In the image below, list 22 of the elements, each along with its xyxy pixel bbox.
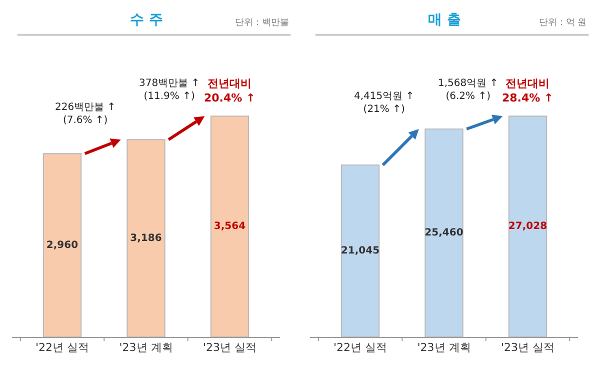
text: 378백만불 ↑ (11.9% ↑) [139, 78, 200, 102]
text: 전년대비 28.4% ↑ [502, 77, 554, 104]
data-label: 2,960 [46, 240, 78, 251]
x-tick-label: '22년 실적 [35, 341, 90, 354]
data-label: 25,460 [424, 227, 464, 238]
x-tick-label: '23년 계획 [417, 341, 471, 354]
text: 1,568억원 ↑ (6.2% ↑) [438, 78, 498, 102]
data-label: 3,564 [214, 221, 246, 232]
annotation: 226백만불 ↑ (7.6% ↑) [55, 102, 116, 126]
x-tick-label: '23년 실적 [500, 341, 555, 354]
chart-title: 매 출 [428, 12, 461, 28]
data-label: 3,186 [130, 232, 162, 244]
x-tick-label: '23년 실적 [202, 341, 257, 354]
chart-title: 수 주 [130, 12, 163, 28]
x-tick-label: '23년 계획 [119, 341, 173, 354]
chart-subtitle: 단위 : 억 원 [539, 18, 587, 28]
text: 4,415억원 ↑ (21% ↑) [354, 91, 414, 115]
chart-subtitle: 단위 : 백만불 [235, 18, 289, 28]
data-label: 27,028 [508, 221, 548, 232]
text: 전년대비 20.4% ↑ [204, 77, 256, 104]
x-tick-label: '22년 실적 [333, 341, 388, 354]
data-label: 21,045 [340, 246, 380, 257]
